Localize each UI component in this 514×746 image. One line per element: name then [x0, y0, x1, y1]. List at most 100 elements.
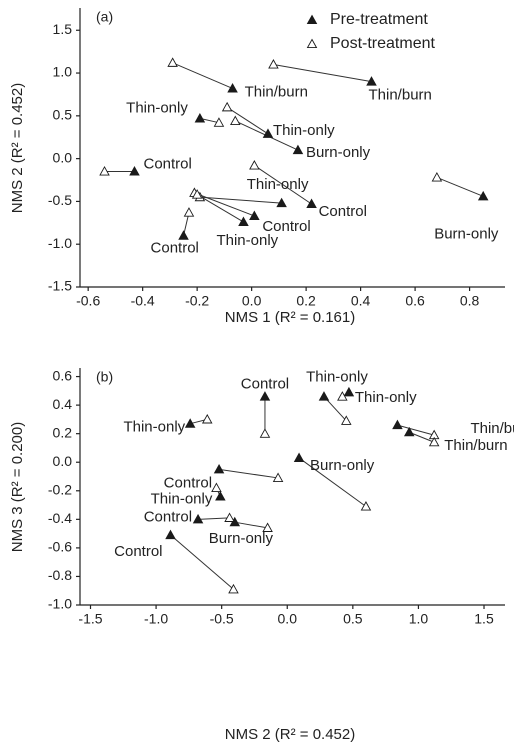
- pre-marker: [343, 386, 355, 397]
- x-axis-title: NMS 2 (R² = 0.452): [225, 726, 355, 743]
- pair-connector: [170, 534, 234, 590]
- panel-label: (a): [96, 9, 113, 25]
- y-tick-label: -0.5: [48, 192, 72, 208]
- point-label: Thin/burn: [444, 437, 507, 454]
- post-marker: [221, 101, 233, 112]
- point-label: Control: [114, 543, 162, 560]
- point-label: Control: [262, 218, 310, 235]
- x-tick-label: 0.8: [460, 293, 480, 309]
- y-tick-label: -1.0: [48, 596, 72, 612]
- post-marker: [224, 512, 235, 522]
- x-tick-label: -0.2: [185, 293, 209, 309]
- pre-marker: [262, 128, 274, 138]
- pre-marker: [392, 419, 403, 430]
- point-label: Control: [319, 203, 367, 220]
- panel-label: (b): [96, 369, 113, 385]
- pre-marker: [213, 463, 225, 474]
- x-tick-label: -0.5: [210, 611, 234, 627]
- post-marker: [431, 172, 443, 182]
- pre-marker: [194, 112, 206, 123]
- y-tick-label: -1.0: [48, 235, 72, 251]
- pair-connector: [273, 63, 372, 83]
- post-marker: [201, 413, 213, 424]
- pair-connector: [199, 196, 282, 204]
- post-marker: [341, 415, 352, 425]
- pre-marker: [259, 391, 271, 401]
- point-label: Burn-only: [434, 225, 499, 242]
- y-tick-label: 0.2: [53, 424, 73, 440]
- y-tick-label: -1.5: [48, 278, 72, 294]
- y-tick-label: 0.0: [53, 149, 73, 165]
- pair-connector: [226, 106, 269, 135]
- post-marker: [213, 117, 225, 127]
- pre-marker: [178, 230, 189, 240]
- point-label: Control: [151, 240, 199, 257]
- pre-marker: [366, 76, 377, 86]
- pre-marker: [165, 529, 176, 540]
- pre-marker: [293, 452, 305, 462]
- pair-connector: [198, 517, 230, 520]
- pair-connector: [397, 424, 435, 436]
- post-marker: [360, 501, 372, 511]
- point-label: Thin/burn: [245, 83, 308, 100]
- post-marker: [228, 583, 239, 594]
- y-tick-label: 0.6: [53, 367, 73, 383]
- x-tick-label: 0.2: [296, 293, 316, 309]
- y-tick-label: -0.2: [48, 481, 72, 497]
- legend-marker: [306, 14, 318, 25]
- x-tick-label: 0.0: [278, 611, 298, 627]
- y-tick-label: 0.5: [53, 107, 73, 123]
- x-axis-title: NMS 1 (R² = 0.161): [225, 309, 355, 326]
- pre-marker: [477, 190, 489, 201]
- legend-label: Post-treatment: [330, 35, 435, 52]
- point-label: Control: [143, 155, 191, 172]
- post-marker: [230, 115, 241, 126]
- point-label: Control: [144, 508, 192, 525]
- point-label: Burn-only: [310, 457, 375, 474]
- post-marker: [211, 482, 222, 492]
- pair-connector: [298, 457, 367, 507]
- post-marker: [262, 522, 273, 532]
- pre-marker: [184, 418, 196, 428]
- y-tick-label: 1.0: [53, 64, 73, 80]
- pair-connector: [194, 192, 255, 217]
- point-label: Thin-only: [355, 389, 417, 406]
- pair-connector: [436, 176, 484, 197]
- pre-marker: [403, 426, 415, 437]
- x-tick-label: 0.4: [351, 293, 371, 309]
- point-label: Thin-only: [216, 232, 278, 249]
- y-axis-title: NMS 2 (R² = 0.452): [9, 83, 26, 213]
- pre-marker: [227, 83, 238, 93]
- x-tick-label: -1.5: [78, 611, 102, 627]
- y-tick-label: -0.6: [48, 539, 72, 555]
- y-tick-label: 0.0: [53, 453, 73, 469]
- pair-connector: [196, 194, 244, 223]
- y-tick-label: 0.4: [53, 396, 73, 412]
- pre-marker: [276, 197, 287, 208]
- point-label: Control: [241, 376, 289, 393]
- x-tick-label: 0.5: [343, 611, 363, 627]
- x-tick-label: -1.0: [144, 611, 168, 627]
- point-label: Thin-only: [273, 122, 335, 139]
- pre-marker: [129, 166, 140, 176]
- point-label: Thin/burn: [470, 420, 514, 437]
- post-marker: [191, 189, 203, 199]
- point-label: Thin-only: [123, 419, 185, 436]
- y-axis-title: NMS 3 (R² = 0.200): [9, 422, 26, 552]
- legend-marker: [306, 38, 318, 49]
- x-tick-label: -0.4: [131, 293, 155, 309]
- post-marker: [183, 207, 195, 217]
- post-marker: [272, 472, 284, 482]
- x-tick-label: -0.6: [76, 293, 100, 309]
- point-label: Control: [164, 474, 212, 491]
- point-label: Thin-only: [247, 176, 309, 193]
- x-tick-label: 0.0: [242, 293, 262, 309]
- pair-connector: [409, 431, 435, 443]
- point-label: Thin/burn: [369, 87, 432, 104]
- pair-connector: [218, 468, 279, 479]
- pair-connector: [234, 521, 268, 529]
- y-tick-label: 1.5: [53, 21, 73, 37]
- post-marker: [249, 160, 260, 170]
- x-tick-label: 1.0: [409, 611, 429, 627]
